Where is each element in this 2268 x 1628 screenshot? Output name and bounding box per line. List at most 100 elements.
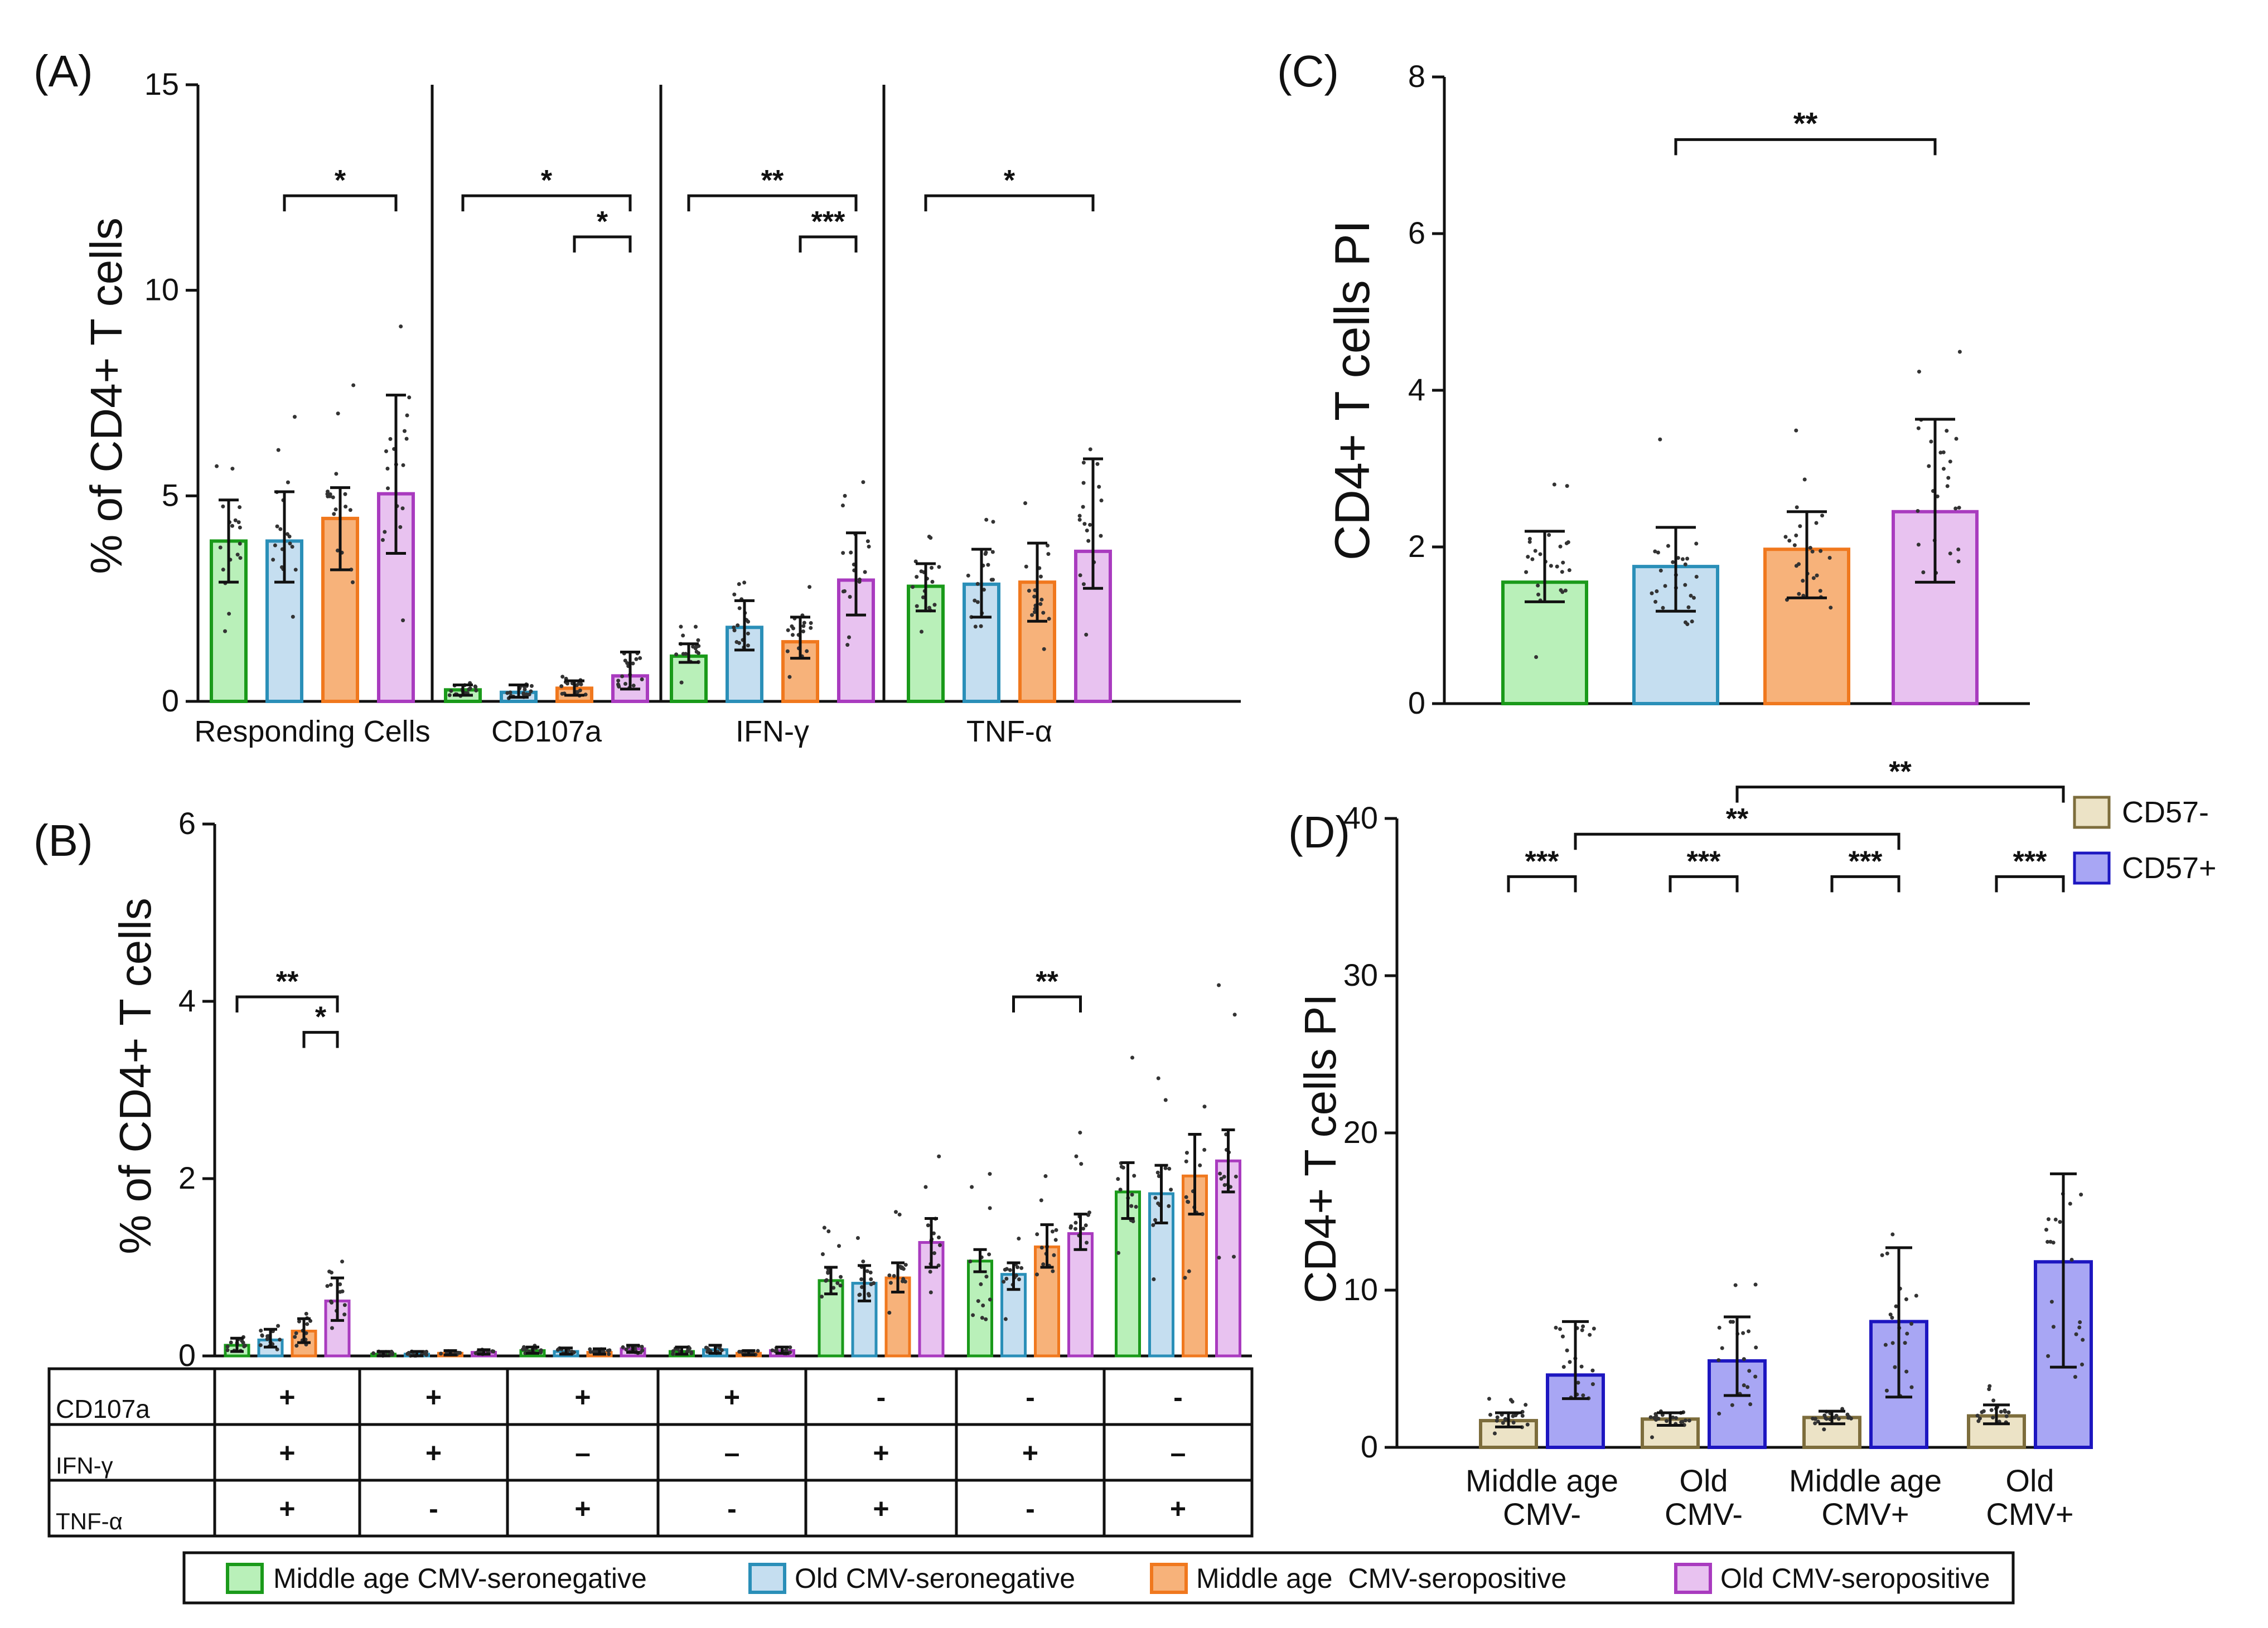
panel-a-dot xyxy=(349,568,354,572)
panel-b-table-border xyxy=(47,1367,1254,1538)
panel-a-dot xyxy=(576,690,580,694)
panel-a-dot xyxy=(275,524,279,529)
panel-a-dot xyxy=(732,592,737,597)
panel-b-dot xyxy=(242,1344,246,1349)
panel-b-dot xyxy=(1039,1198,1043,1203)
panel-d-dot xyxy=(2045,1239,2050,1244)
panel-d-dot xyxy=(1822,1427,1826,1432)
panel-a-dot xyxy=(1038,602,1043,606)
panel-b-dot xyxy=(820,1295,824,1299)
panel-a-dot xyxy=(807,585,812,589)
legend-label-ms: Middle age CMV-seronegative xyxy=(273,1563,647,1594)
panel-c-dot xyxy=(1656,550,1660,555)
panel-b-dot xyxy=(338,1290,342,1294)
panel-b-table-cell: + xyxy=(279,1437,295,1469)
panel-d-dot xyxy=(1730,1403,1734,1407)
panel-c-dot xyxy=(1526,555,1530,559)
panel-d-significance-label: ** xyxy=(1726,803,1749,835)
panel-b-table-cell: – xyxy=(575,1437,591,1469)
panel-d-category-label: CMV+ xyxy=(1821,1496,1909,1532)
panel-d-dot xyxy=(1488,1412,1492,1417)
panel-b-dot xyxy=(865,1269,869,1273)
panel-a-dot xyxy=(1078,573,1082,578)
panel-b-dot xyxy=(297,1319,302,1324)
panel-b-table-cell: + xyxy=(425,1382,442,1413)
panel-d-category-label: Middle age xyxy=(1466,1463,1618,1498)
panel-b-dot xyxy=(888,1281,893,1285)
panel-a-dot xyxy=(746,631,750,636)
panel-a-dot xyxy=(640,677,644,681)
panel-d-dot xyxy=(1813,1421,1817,1426)
panel-a-dot xyxy=(380,537,385,542)
panel-d-dot xyxy=(1991,1398,1996,1403)
panel-c-dot xyxy=(1690,619,1694,624)
panel-b-dot xyxy=(539,1348,543,1353)
panel-b-dot xyxy=(1017,1237,1021,1241)
table-row-label-tnfa: TNF-α xyxy=(56,1508,123,1534)
panel-a-dot xyxy=(746,643,750,648)
panel-b-dot xyxy=(258,1343,263,1348)
panel-d-dot xyxy=(1717,1412,1721,1416)
panel-a-dot xyxy=(230,524,235,528)
panel-a-dot xyxy=(991,578,995,582)
panel-a-group-label: IFN-γ xyxy=(736,715,809,748)
panel-a-dot xyxy=(631,684,636,688)
panel-b-dot xyxy=(835,1281,840,1285)
panel-c-dot xyxy=(1524,570,1529,574)
panel-a-dot xyxy=(473,684,477,689)
panel-a-dot xyxy=(911,585,915,589)
panel-a-y-axis-tick-label: 5 xyxy=(162,477,179,512)
panel-b-dot xyxy=(371,1351,376,1355)
panel-c-dot xyxy=(1814,521,1819,525)
panel-a-group-label: CD107a xyxy=(491,715,602,748)
panel-a-dot xyxy=(984,550,988,555)
panel-c-dot xyxy=(1829,605,1833,610)
panel-b-table-cell: + xyxy=(724,1382,740,1413)
panel-b-dot xyxy=(294,1331,298,1335)
panel-b-dot xyxy=(937,1154,941,1159)
panel-d-dot xyxy=(1890,1315,1894,1320)
panel-d-dot xyxy=(1893,1365,1897,1369)
panel-b-dot xyxy=(988,1297,992,1302)
panel-d-category-label: CMV- xyxy=(1665,1496,1743,1532)
panel-c-dot xyxy=(1953,506,1958,511)
panel-a-dot xyxy=(631,661,635,666)
panel-a-dot xyxy=(227,612,231,616)
panel-c-dot xyxy=(1671,560,1675,564)
panel-d-dot xyxy=(1754,1345,1758,1350)
panel-a-significance-label: ** xyxy=(761,164,784,197)
panel-a-dot xyxy=(737,641,742,645)
panel-b-dot xyxy=(826,1271,830,1275)
panel-d-dot xyxy=(2077,1325,2082,1330)
panel-a-dot xyxy=(398,525,403,529)
panel-d-significance-label: *** xyxy=(1687,845,1721,878)
panel-b-dot xyxy=(857,1293,862,1297)
panel-a-dot xyxy=(634,657,639,661)
panel-b-significance-label: * xyxy=(315,1001,327,1034)
table-row-label-ifng: IFN-γ xyxy=(56,1452,113,1479)
panel-a-dot xyxy=(809,626,813,630)
panel-d-dot xyxy=(1742,1383,1746,1388)
panel-b-table-cell: + xyxy=(873,1493,889,1524)
panel-d-dot xyxy=(1674,1416,1679,1420)
panel-a-dot xyxy=(1032,610,1037,614)
panel-b-dot xyxy=(1130,1193,1134,1197)
panel-b-dot xyxy=(1069,1224,1073,1228)
panel-a-dot xyxy=(293,568,298,572)
panel-b-table-cell: + xyxy=(873,1437,889,1469)
panel-c-dot xyxy=(1666,544,1670,548)
panel-a-dot xyxy=(350,580,355,584)
panel-b-dot xyxy=(868,1270,873,1275)
panel-d-significance-label: ** xyxy=(1889,756,1912,788)
panel-a-dot xyxy=(385,466,390,471)
panel-a-dot xyxy=(801,629,805,634)
panel-c-dot xyxy=(1945,484,1950,488)
panel-c-dot xyxy=(1547,533,1551,537)
panel-b-dot xyxy=(439,1351,443,1356)
panel-a-dot xyxy=(386,486,390,491)
panel-b-dot xyxy=(1167,1204,1171,1208)
panel-c-dot xyxy=(1935,494,1940,498)
panel-a-dot xyxy=(990,550,995,554)
panel-d-dot xyxy=(1503,1417,1507,1421)
panel-a-dot xyxy=(335,548,340,553)
